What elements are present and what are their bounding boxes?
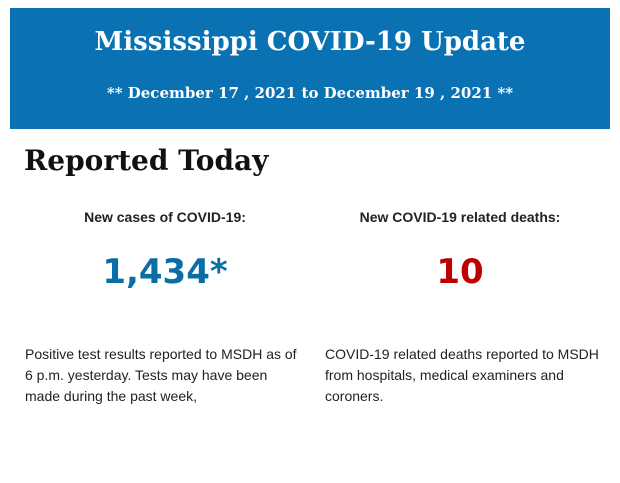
new-deaths-description: COVID-19 related deaths reported to MSDH… [325,346,599,404]
new-cases-stat: New cases of COVID-19: 1,434* [20,207,310,294]
section-heading: Reported Today [24,144,269,177]
new-cases-label: New cases of COVID-19: [84,209,246,225]
new-deaths-label: New COVID-19 related deaths: [359,209,561,225]
update-banner: Mississippi COVID-19 Update ** December … [10,8,610,129]
new-cases-description: Positive test results reported to MSDH a… [25,346,297,404]
date-range: ** December 17 , 2021 to December 19 , 2… [106,84,514,102]
new-cases-value: 1,434* [102,252,228,292]
new-deaths-value: 10 [436,252,484,292]
new-deaths-stat: New COVID-19 related deaths: 10 [315,207,605,294]
page-title: Mississippi COVID-19 Update [94,27,526,57]
